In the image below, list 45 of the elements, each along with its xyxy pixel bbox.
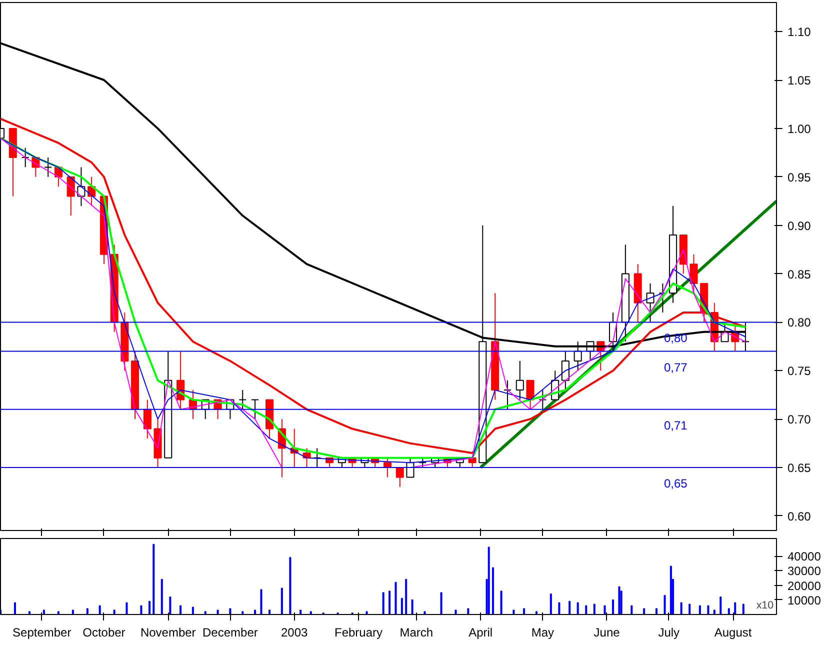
- ref-line-label: 0,65: [664, 476, 688, 491]
- candlestick: [418, 457, 427, 468]
- candlestick: [143, 399, 152, 439]
- x-tick-label: September: [12, 626, 72, 640]
- y-tick-label: 30000: [788, 564, 822, 578]
- annotation: x10: [756, 600, 774, 612]
- x-tick-label: August: [714, 626, 752, 640]
- x-tick-label: April: [468, 626, 493, 640]
- ref-line-label: 0,71: [664, 418, 688, 432]
- y-tick-label: 0.60: [788, 509, 812, 524]
- candlestick: [21, 147, 30, 168]
- x-tick-label: 2003: [281, 626, 308, 640]
- x-tick-label: October: [82, 626, 126, 640]
- y-tick-label: 0.70: [788, 412, 812, 427]
- y-tick-label: 0.90: [788, 218, 812, 233]
- candlestick: [690, 254, 698, 294]
- candlestick: [238, 390, 247, 410]
- y-tick-label: 1.05: [788, 74, 812, 88]
- x-tick-label: March: [400, 626, 434, 640]
- y-tick-label: 0.75: [788, 364, 812, 378]
- candlestick: [526, 380, 534, 410]
- x-tick-label: November: [140, 626, 196, 640]
- candlestick: [44, 157, 52, 178]
- y-tick-label: 0.85: [788, 267, 812, 282]
- y-tick-label: 1.00: [788, 122, 812, 136]
- y-tick-label: 10000: [788, 593, 822, 608]
- x-tick-label: February: [334, 626, 383, 640]
- x-tick-label: June: [594, 626, 620, 640]
- ref-line-label: 0,77: [664, 360, 688, 374]
- candlestick: [538, 390, 547, 410]
- candlestick: [561, 350, 570, 391]
- y-tick-label: 0.80: [788, 316, 812, 330]
- candlestick: [646, 282, 654, 323]
- y-tick-label: 1.10: [788, 25, 812, 40]
- candlestick: [516, 360, 524, 400]
- y-tick-label: 20000: [788, 578, 822, 593]
- x-tick-label: July: [658, 626, 680, 640]
- x-tick-label: December: [202, 626, 258, 640]
- y-tick-label: 0.95: [788, 170, 812, 184]
- candlestick: [503, 380, 512, 410]
- y-tick-label: 40000: [788, 550, 822, 564]
- y-tick-label: 0.65: [788, 461, 812, 476]
- x-tick-label: May: [531, 626, 554, 640]
- candlestick: [658, 282, 667, 314]
- candlestick: [251, 399, 260, 420]
